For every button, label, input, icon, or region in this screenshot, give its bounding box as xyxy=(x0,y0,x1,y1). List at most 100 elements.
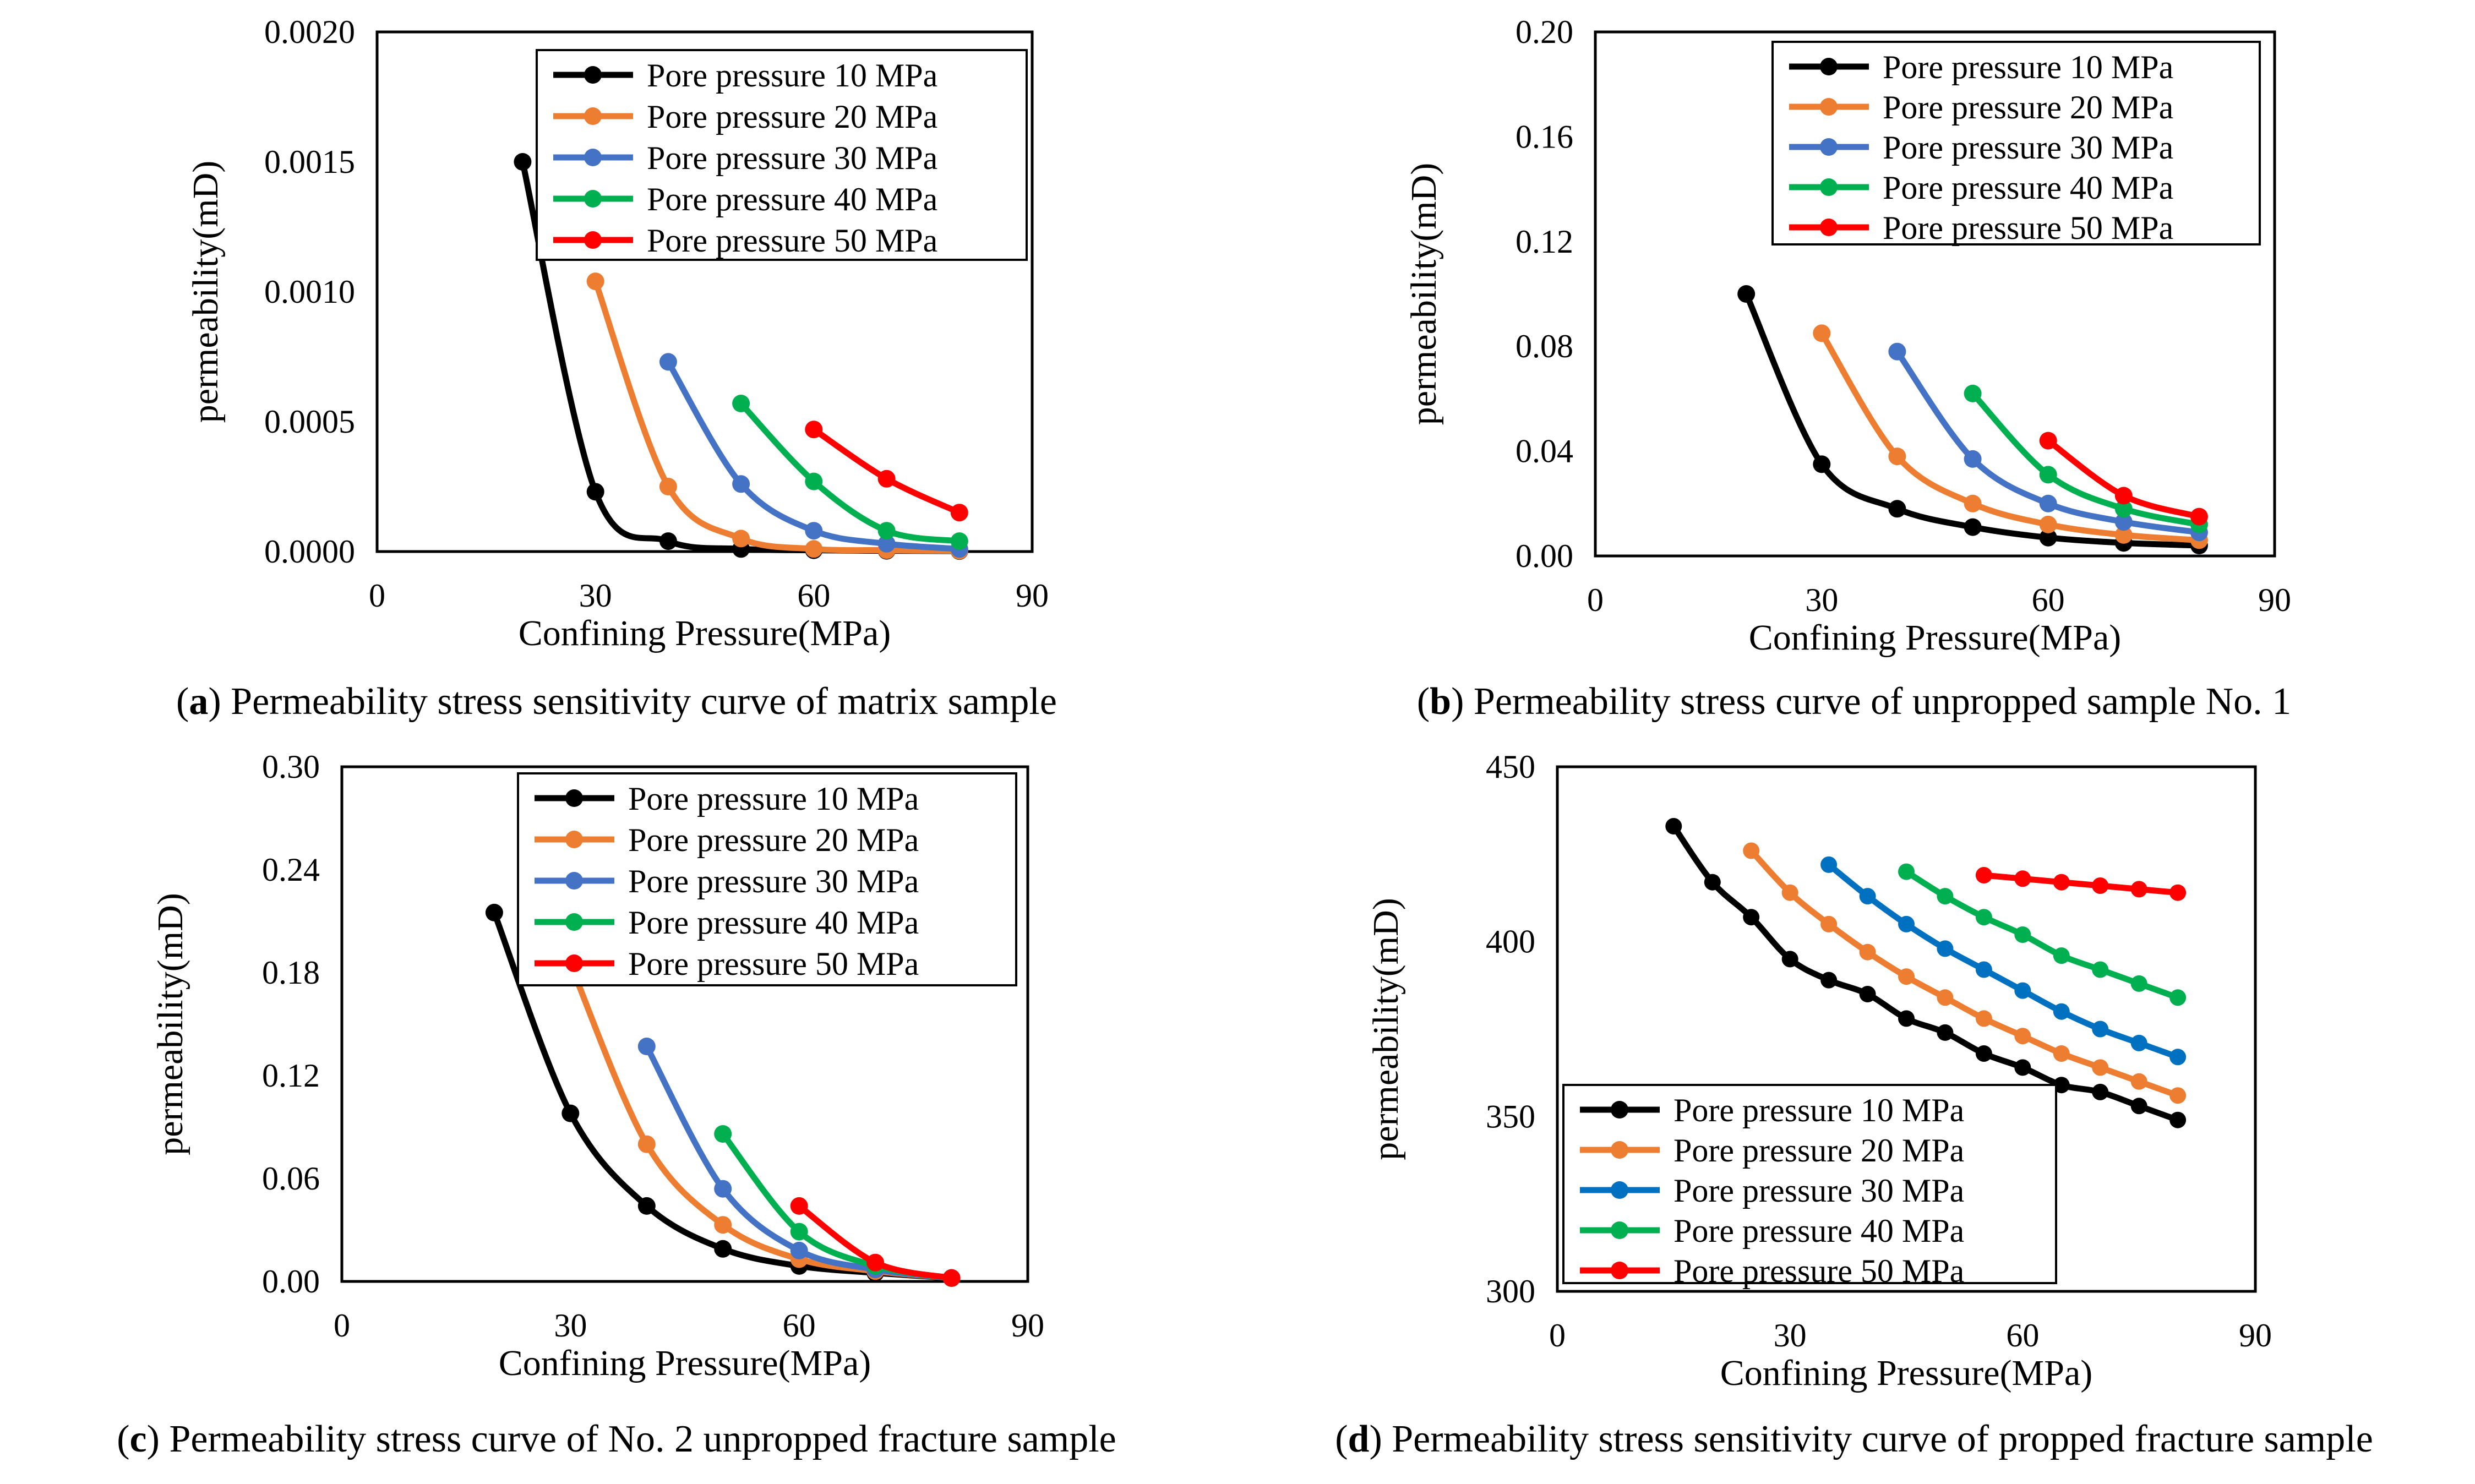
data-point xyxy=(1975,867,1992,883)
data-point xyxy=(2114,487,2133,505)
data-point xyxy=(2130,975,2147,992)
data-point xyxy=(1975,1010,1992,1027)
legend-label: Pore pressure 30 MPa xyxy=(1673,1172,1964,1209)
y-tick-label: 350 xyxy=(1486,1098,1535,1134)
data-point xyxy=(2053,1003,2070,1020)
data-point xyxy=(732,475,750,493)
legend: Pore pressure 10 MPa Pore pressure 20 MPa… xyxy=(517,772,1017,986)
data-point xyxy=(877,534,896,553)
data-point xyxy=(877,522,896,540)
data-point xyxy=(790,1223,808,1241)
y-tick-label: 0.0015 xyxy=(264,144,355,180)
data-point xyxy=(485,903,503,921)
data-point xyxy=(2039,432,2057,450)
data-point xyxy=(659,532,677,550)
data-point xyxy=(637,1197,656,1215)
data-point xyxy=(2114,526,2133,544)
data-point xyxy=(714,1180,732,1198)
chart-panel-a: 0 30 60 90 0.0000 0.0005 0.0010 0.0015 0.0020 Con… xyxy=(186,14,1049,653)
legend-swatch-marker xyxy=(565,831,583,848)
legend-label: Pore pressure 50 MPa xyxy=(1673,1253,1964,1289)
caption-a-text: Permeability stress sensitivity curve of… xyxy=(221,680,1057,723)
legend-box xyxy=(1562,1084,2057,1284)
x-tick-label: 0 xyxy=(334,1307,350,1344)
plot-frame xyxy=(340,765,1029,1283)
legend-swatch-marker xyxy=(1611,1181,1628,1199)
data-point xyxy=(2130,881,2147,898)
legend-label: Pore pressure 10 MPa xyxy=(1883,49,2173,85)
legend-swatch-marker xyxy=(584,190,602,208)
legend: Pore pressure 10 MPa Pore pressure 20 MPa… xyxy=(1771,41,2261,246)
data-point xyxy=(2092,1021,2109,1038)
data-point xyxy=(659,478,677,495)
data-point xyxy=(514,153,532,171)
legend: Pore pressure 10 MPa Pore pressure 20 MPa… xyxy=(536,49,1028,261)
data-point xyxy=(2169,884,2187,901)
legend-label: Pore pressure 20 MPa xyxy=(628,822,919,858)
chart-panel-b: 0 30 60 90 0.00 0.04 0.08 0.12 0.16 0.20 Confining… xyxy=(1404,14,2291,658)
legend-label: Pore pressure 20 MPa xyxy=(1673,1132,1964,1169)
data-point xyxy=(1898,863,1915,880)
legend-swatch-marker xyxy=(1611,1101,1628,1119)
data-point xyxy=(2053,1045,2070,1062)
data-point xyxy=(2039,515,2057,533)
data-point xyxy=(1898,1010,1915,1027)
plot-frame xyxy=(1556,765,2257,1293)
legend-label: Pore pressure 30 MPa xyxy=(628,863,919,899)
data-point xyxy=(637,1038,656,1055)
series-line-3 xyxy=(1894,348,2203,536)
series-line-3 xyxy=(665,358,963,552)
data-point xyxy=(2114,513,2133,531)
caption-b-text: Permeability stress curve of unpropped s… xyxy=(1464,680,2292,723)
x-tick-label: 90 xyxy=(2258,582,2291,618)
legend-swatch-marker xyxy=(565,872,583,890)
data-point xyxy=(1964,384,1982,402)
y-tick-label: 0.00 xyxy=(1515,538,1573,574)
x-tick-label: 0 xyxy=(369,577,385,614)
y-tick-label: 0.12 xyxy=(262,1057,320,1094)
data-point xyxy=(1859,943,1876,961)
data-point xyxy=(586,483,604,501)
data-point xyxy=(2039,528,2057,547)
data-point xyxy=(2190,508,2208,526)
y-tick-label: 0.18 xyxy=(262,954,320,991)
data-point xyxy=(1937,989,1954,1006)
data-point xyxy=(714,1240,732,1258)
x-tick-label: 30 xyxy=(1805,582,1838,618)
legend-swatch-marker xyxy=(584,149,602,166)
x-tick-label: 60 xyxy=(783,1307,816,1344)
data-point xyxy=(805,421,823,439)
legend-label: Pore pressure 50 MPa xyxy=(628,946,919,982)
data-point xyxy=(2053,947,2070,964)
data-point xyxy=(2114,500,2133,518)
x-tick-label: 30 xyxy=(579,577,612,614)
y-tick-label: 0.0000 xyxy=(264,533,355,570)
y-axis-title: permeability(mD) xyxy=(150,893,190,1155)
caption-c-letter: c xyxy=(129,1418,147,1460)
data-point xyxy=(714,1216,732,1234)
chart-panel-d: 0 30 60 90 300 350 400 450 Confining Pressure(MP… xyxy=(1366,749,2272,1393)
data-point xyxy=(637,1135,656,1153)
x-tick-label: 0 xyxy=(1587,582,1604,618)
legend-label: Pore pressure 20 MPa xyxy=(647,99,937,135)
legend-label: Pore pressure 10 MPa xyxy=(647,57,937,94)
data-point xyxy=(805,522,823,540)
data-point xyxy=(790,1241,808,1259)
y-axis-title: permeability(mD) xyxy=(1366,898,1406,1160)
data-point xyxy=(1820,972,1838,989)
data-point xyxy=(1859,986,1876,1002)
data-point xyxy=(1665,818,1682,834)
caption-b-letter: b xyxy=(1430,680,1452,723)
legend-swatch-marker xyxy=(584,66,602,84)
x-tick-label: 0 xyxy=(1549,1317,1566,1354)
legend-swatch-marker xyxy=(565,789,583,807)
legend-swatch-marker xyxy=(1820,58,1838,75)
data-point xyxy=(1975,1045,1992,1062)
y-tick-label: 0.12 xyxy=(1515,223,1573,260)
data-point xyxy=(2014,926,2031,943)
y-tick-label: 450 xyxy=(1486,749,1535,785)
legend-label: Pore pressure 10 MPa xyxy=(628,781,919,817)
data-point xyxy=(1975,961,1992,978)
data-point xyxy=(1937,888,1954,905)
